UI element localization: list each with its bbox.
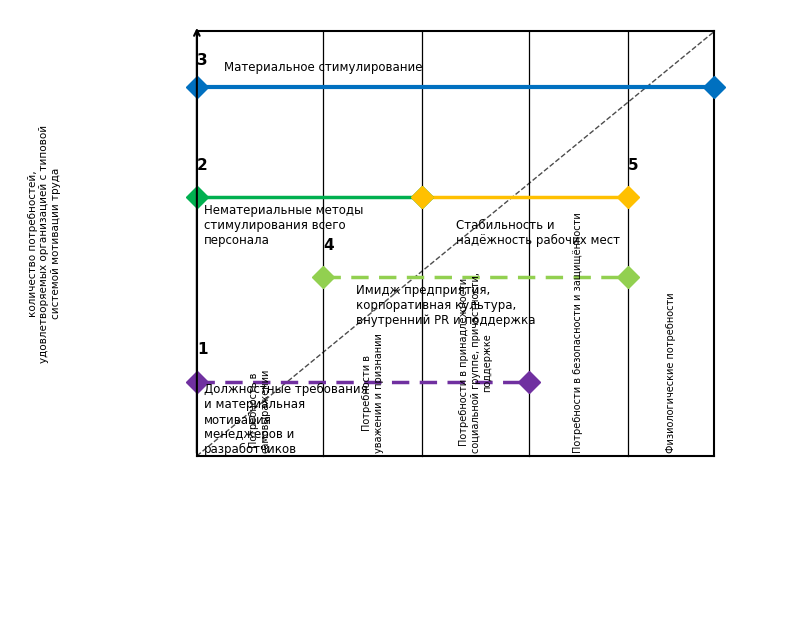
Text: Должностные требования
и материальная
мотивация
менеджеров и
разработчиков: Должностные требования и материальная мо… [204,383,367,456]
Text: Имидж предприятия,
корпоративная культура,
внутренний PR и поддержка: Имидж предприятия, корпоративная культур… [356,284,536,327]
Text: 4: 4 [323,238,333,253]
Text: Материальное стимулирование: Материальное стимулирование [224,62,422,74]
Text: количество потребностей,
удовлетворяемых организацией с типовой
системой мотивац: количество потребностей, удовлетворяемых… [28,124,61,363]
Text: 3: 3 [197,53,208,68]
Text: Потребности в безопасности и защищённости: Потребности в безопасности и защищённост… [574,212,584,453]
Text: Нематериальные методы
стимулирования всего
персонала: Нематериальные методы стимулирования все… [204,204,363,247]
Text: Потребности в
уважении и признании: Потребности в уважении и признании [362,333,383,453]
Text: Потребности в принадлежности
социальной группе, причастности,
поддержке: Потребности в принадлежности социальной … [459,272,492,453]
Text: Физиологические потребности: Физиологические потребности [666,292,676,453]
Text: 5: 5 [628,158,639,173]
Text: 1: 1 [197,342,207,358]
Text: Потребность в
самовыражении: Потребность в самовыражении [249,369,271,453]
Text: Стабильность и
надёжность рабочих мест: Стабильность и надёжность рабочих мест [456,219,619,247]
Text: 2: 2 [197,158,208,173]
